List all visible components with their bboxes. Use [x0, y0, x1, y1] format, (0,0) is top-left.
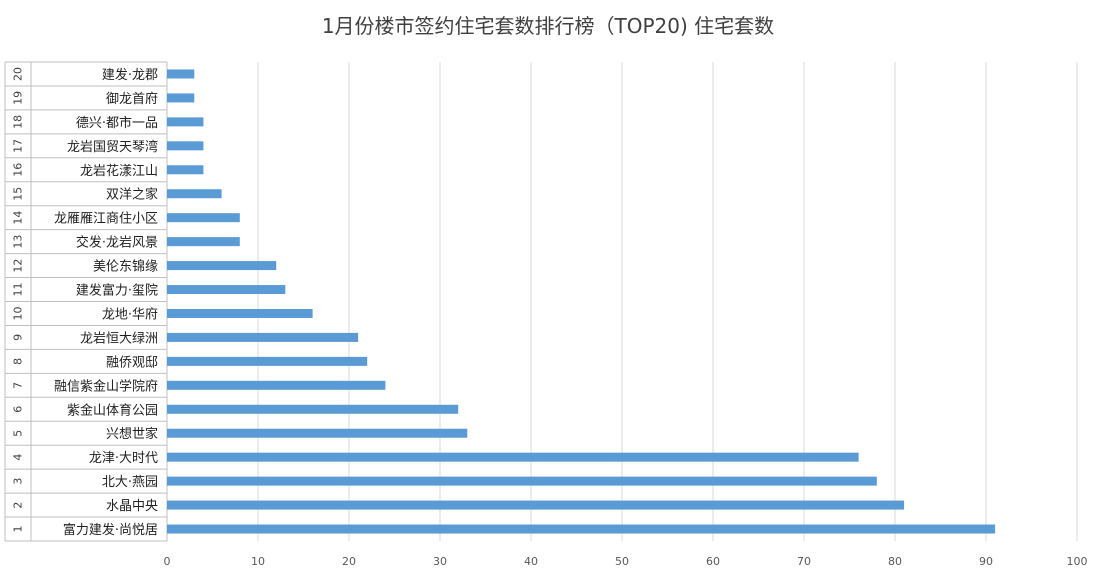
category-label: 御龙首府: [106, 92, 158, 107]
bar-1: [167, 524, 996, 534]
rank-label: 15: [12, 187, 25, 201]
rank-label: 18: [12, 115, 25, 129]
bar-4: [167, 452, 859, 462]
bars: [167, 69, 996, 534]
rank-label: 11: [12, 283, 25, 297]
bar-19: [167, 93, 195, 103]
category-label: 富力建发·尚悦居: [63, 522, 158, 538]
category-label: 龙岩花漾江山: [80, 163, 158, 179]
x-tick-label: 80: [888, 555, 902, 568]
category-label: 龙岩恒大绿洲: [80, 331, 158, 346]
bar-9: [167, 332, 359, 342]
x-tick-label: 30: [433, 555, 447, 568]
bar-3: [167, 476, 877, 486]
category-label: 龙津·大时代: [89, 451, 158, 466]
bar-6: [167, 404, 459, 414]
bar-17: [167, 141, 204, 151]
bar-14: [167, 213, 240, 223]
rank-label: 7: [12, 382, 25, 389]
category-label: 建发富力·玺院: [76, 283, 158, 299]
category-label: 德兴·都市一品: [76, 115, 158, 131]
chart-title: 1月份楼市签约住宅套数排行榜（TOP20) 住宅套数: [322, 14, 774, 38]
x-tick-label: 60: [706, 555, 720, 568]
x-tick-label: 90: [979, 555, 993, 568]
bar-11: [167, 285, 286, 295]
bar-18: [167, 117, 204, 127]
rank-label: 16: [12, 163, 25, 177]
rank-label: 14: [12, 211, 25, 225]
bar-5: [167, 428, 468, 438]
rank-label: 20: [12, 67, 25, 81]
category-label: 水晶中央: [106, 499, 158, 514]
rank-label: 3: [12, 478, 25, 485]
bar-2: [167, 500, 905, 510]
bar-13: [167, 237, 240, 247]
category-label: 双洋之家: [106, 187, 158, 203]
rank-label: 8: [12, 358, 25, 365]
bar-12: [167, 261, 277, 271]
gridlines: [4, 61, 1078, 542]
bar-8: [167, 356, 368, 366]
x-tick-label: 70: [797, 555, 811, 568]
category-label: 融信紫金山学院府: [54, 378, 158, 394]
x-tick-label: 10: [251, 555, 265, 568]
bar-7: [167, 380, 386, 390]
category-label: 美伦东锦缘: [93, 260, 158, 275]
bar-15: [167, 189, 222, 199]
x-tick-label: 50: [615, 555, 629, 568]
bar-20: [167, 69, 195, 79]
x-tick-label: 100: [1067, 555, 1088, 568]
rank-label: 9: [12, 334, 25, 341]
rank-label: 13: [12, 235, 25, 249]
rank-label: 17: [12, 139, 25, 153]
category-label: 紫金山体育公园: [67, 402, 158, 418]
category-label: 交发·龙岩风景: [76, 235, 158, 251]
x-tick-label: 0: [164, 555, 171, 568]
x-axis-ticks: 0 10 20 30 40 50 60 70 80 90 100: [164, 555, 1088, 568]
category-label: 龙雁雁江商住小区: [54, 212, 158, 227]
rank-label: 5: [12, 430, 25, 437]
rank-label: 19: [12, 91, 25, 105]
category-label: 龙地·华府: [102, 307, 158, 322]
rank-label: 10: [12, 306, 25, 320]
category-label: 龙岩国贸天琴湾: [67, 139, 158, 155]
bar-16: [167, 165, 204, 175]
category-label: 建发·龙郡: [102, 67, 158, 83]
x-tick-label: 20: [342, 555, 356, 568]
rank-label: 2: [12, 502, 25, 509]
bar-10: [167, 308, 313, 318]
category-labels: 富力建发·尚悦居 1 水晶中央 2 北大·燕园 3 龙津·大时代 4 兴想世家 5 紫金山体育公园 6…: [12, 67, 159, 538]
category-label: 兴想世家: [106, 426, 158, 442]
rank-label: 12: [12, 259, 25, 273]
category-label: 北大·燕园: [102, 475, 158, 490]
category-label: 融侨观邸: [106, 355, 158, 370]
rank-label: 4: [12, 454, 25, 461]
rank-label: 6: [12, 406, 25, 413]
x-tick-label: 40: [524, 555, 538, 568]
rank-label: 1: [12, 526, 25, 533]
